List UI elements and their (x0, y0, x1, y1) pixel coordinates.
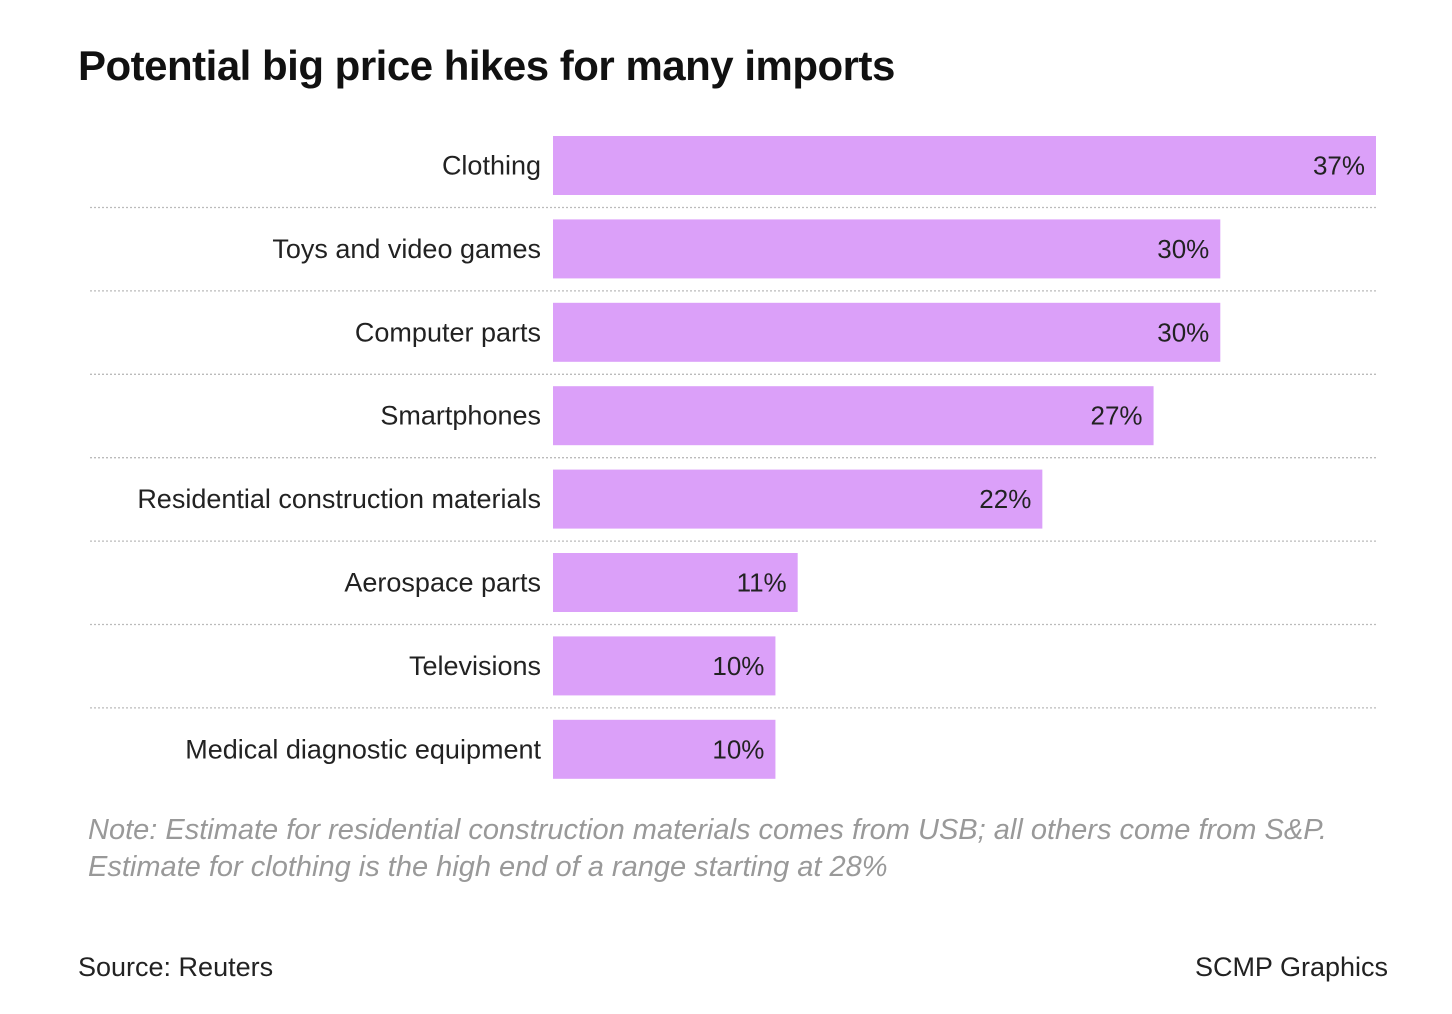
bar-computer-parts (553, 302, 1221, 362)
bar-smartphones (553, 386, 1154, 446)
bar-aerospace-parts (553, 553, 798, 612)
value-label: 22% (979, 484, 1031, 514)
value-label: 30% (1157, 317, 1209, 347)
bar-medical-diagnostic-equipment (553, 719, 776, 779)
category-label: Aerospace parts (344, 568, 541, 598)
value-label: 30% (1157, 234, 1209, 264)
category-label: Toys and video games (272, 234, 541, 264)
category-label: Smartphones (380, 401, 541, 431)
note-line-2: Estimate for clothing is the high end of… (88, 851, 888, 883)
value-label: 11% (737, 568, 787, 598)
bar-toys-and-video-games (553, 219, 1221, 279)
category-label: Residential construction materials (137, 484, 541, 514)
category-label: Medical diagnostic equipment (185, 734, 541, 764)
category-label: Computer parts (355, 317, 541, 347)
value-label: 27% (1091, 401, 1143, 431)
note-line-1: Note: Estimate for residential construct… (88, 814, 1327, 846)
value-label: 10% (712, 734, 764, 764)
bar-residential-construction-materials (553, 469, 1043, 529)
graphics-credit: SCMP Graphics (1194, 952, 1388, 982)
bar-televisions (553, 636, 776, 696)
category-label: Televisions (409, 651, 541, 681)
chart-title: Potential big price hikes for many impor… (78, 42, 895, 89)
bar-clothing (553, 136, 1376, 195)
source-credit: Source: Reuters (78, 952, 274, 982)
chart-note: Note: Estimate for residential construct… (88, 812, 1388, 886)
value-label: 10% (712, 651, 764, 681)
bar-chart: Clothing 37% Toys and video games 30% Comput… (90, 136, 1376, 779)
category-label: Clothing (442, 151, 541, 181)
value-label: 37% (1313, 151, 1365, 181)
